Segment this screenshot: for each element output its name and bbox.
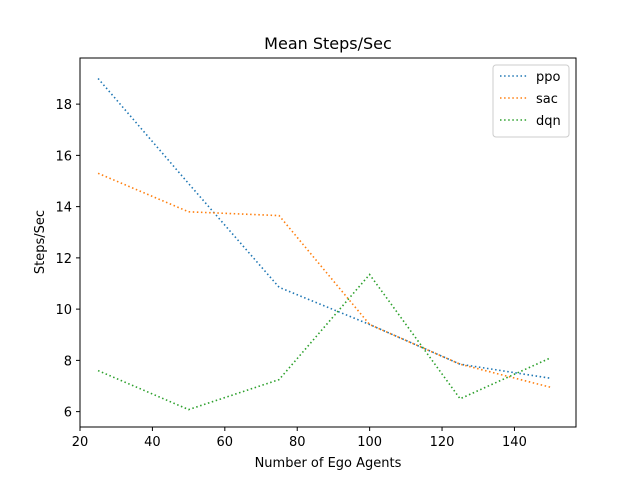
- y-tick-label: 6: [64, 406, 72, 421]
- x-tick-label: 40: [144, 435, 161, 450]
- series-line-sac: [97, 172, 551, 389]
- legend-label-sac: sac: [536, 92, 558, 107]
- series-line-ppo: [97, 77, 551, 380]
- chart-title: Mean Steps/Sec: [264, 34, 392, 53]
- legend-label-ppo: ppo: [536, 70, 561, 85]
- x-tick-label: 60: [217, 435, 234, 450]
- y-tick-label: 16: [55, 149, 72, 164]
- legend-label-dqn: dqn: [536, 114, 561, 129]
- legend-box: [492, 64, 570, 138]
- legend: ppo sac dqn: [492, 64, 570, 138]
- x-tick-label: 100: [357, 435, 382, 450]
- x-tick-label: 20: [72, 435, 89, 450]
- y-tick-label: 14: [55, 201, 72, 216]
- series-line-dqn: [97, 273, 552, 411]
- x-tick-label: 140: [502, 435, 527, 450]
- y-tick-label: 18: [55, 98, 72, 113]
- series-layer: [97, 77, 552, 411]
- y-tick-label: 10: [55, 303, 72, 318]
- plot-area-frame: [79, 57, 577, 428]
- y-axis: 6 8 10 12 14 16 18: [55, 98, 80, 421]
- x-axis: 20 40 60 80 100 120 140: [72, 427, 527, 450]
- y-axis-title: Steps/Sec: [33, 210, 48, 274]
- x-axis-title: Number of Ego Agents: [255, 456, 402, 471]
- y-tick-label: 12: [55, 252, 72, 267]
- y-tick-label: 8: [64, 354, 72, 369]
- x-tick-label: 80: [289, 435, 306, 450]
- x-tick-label: 120: [430, 435, 455, 450]
